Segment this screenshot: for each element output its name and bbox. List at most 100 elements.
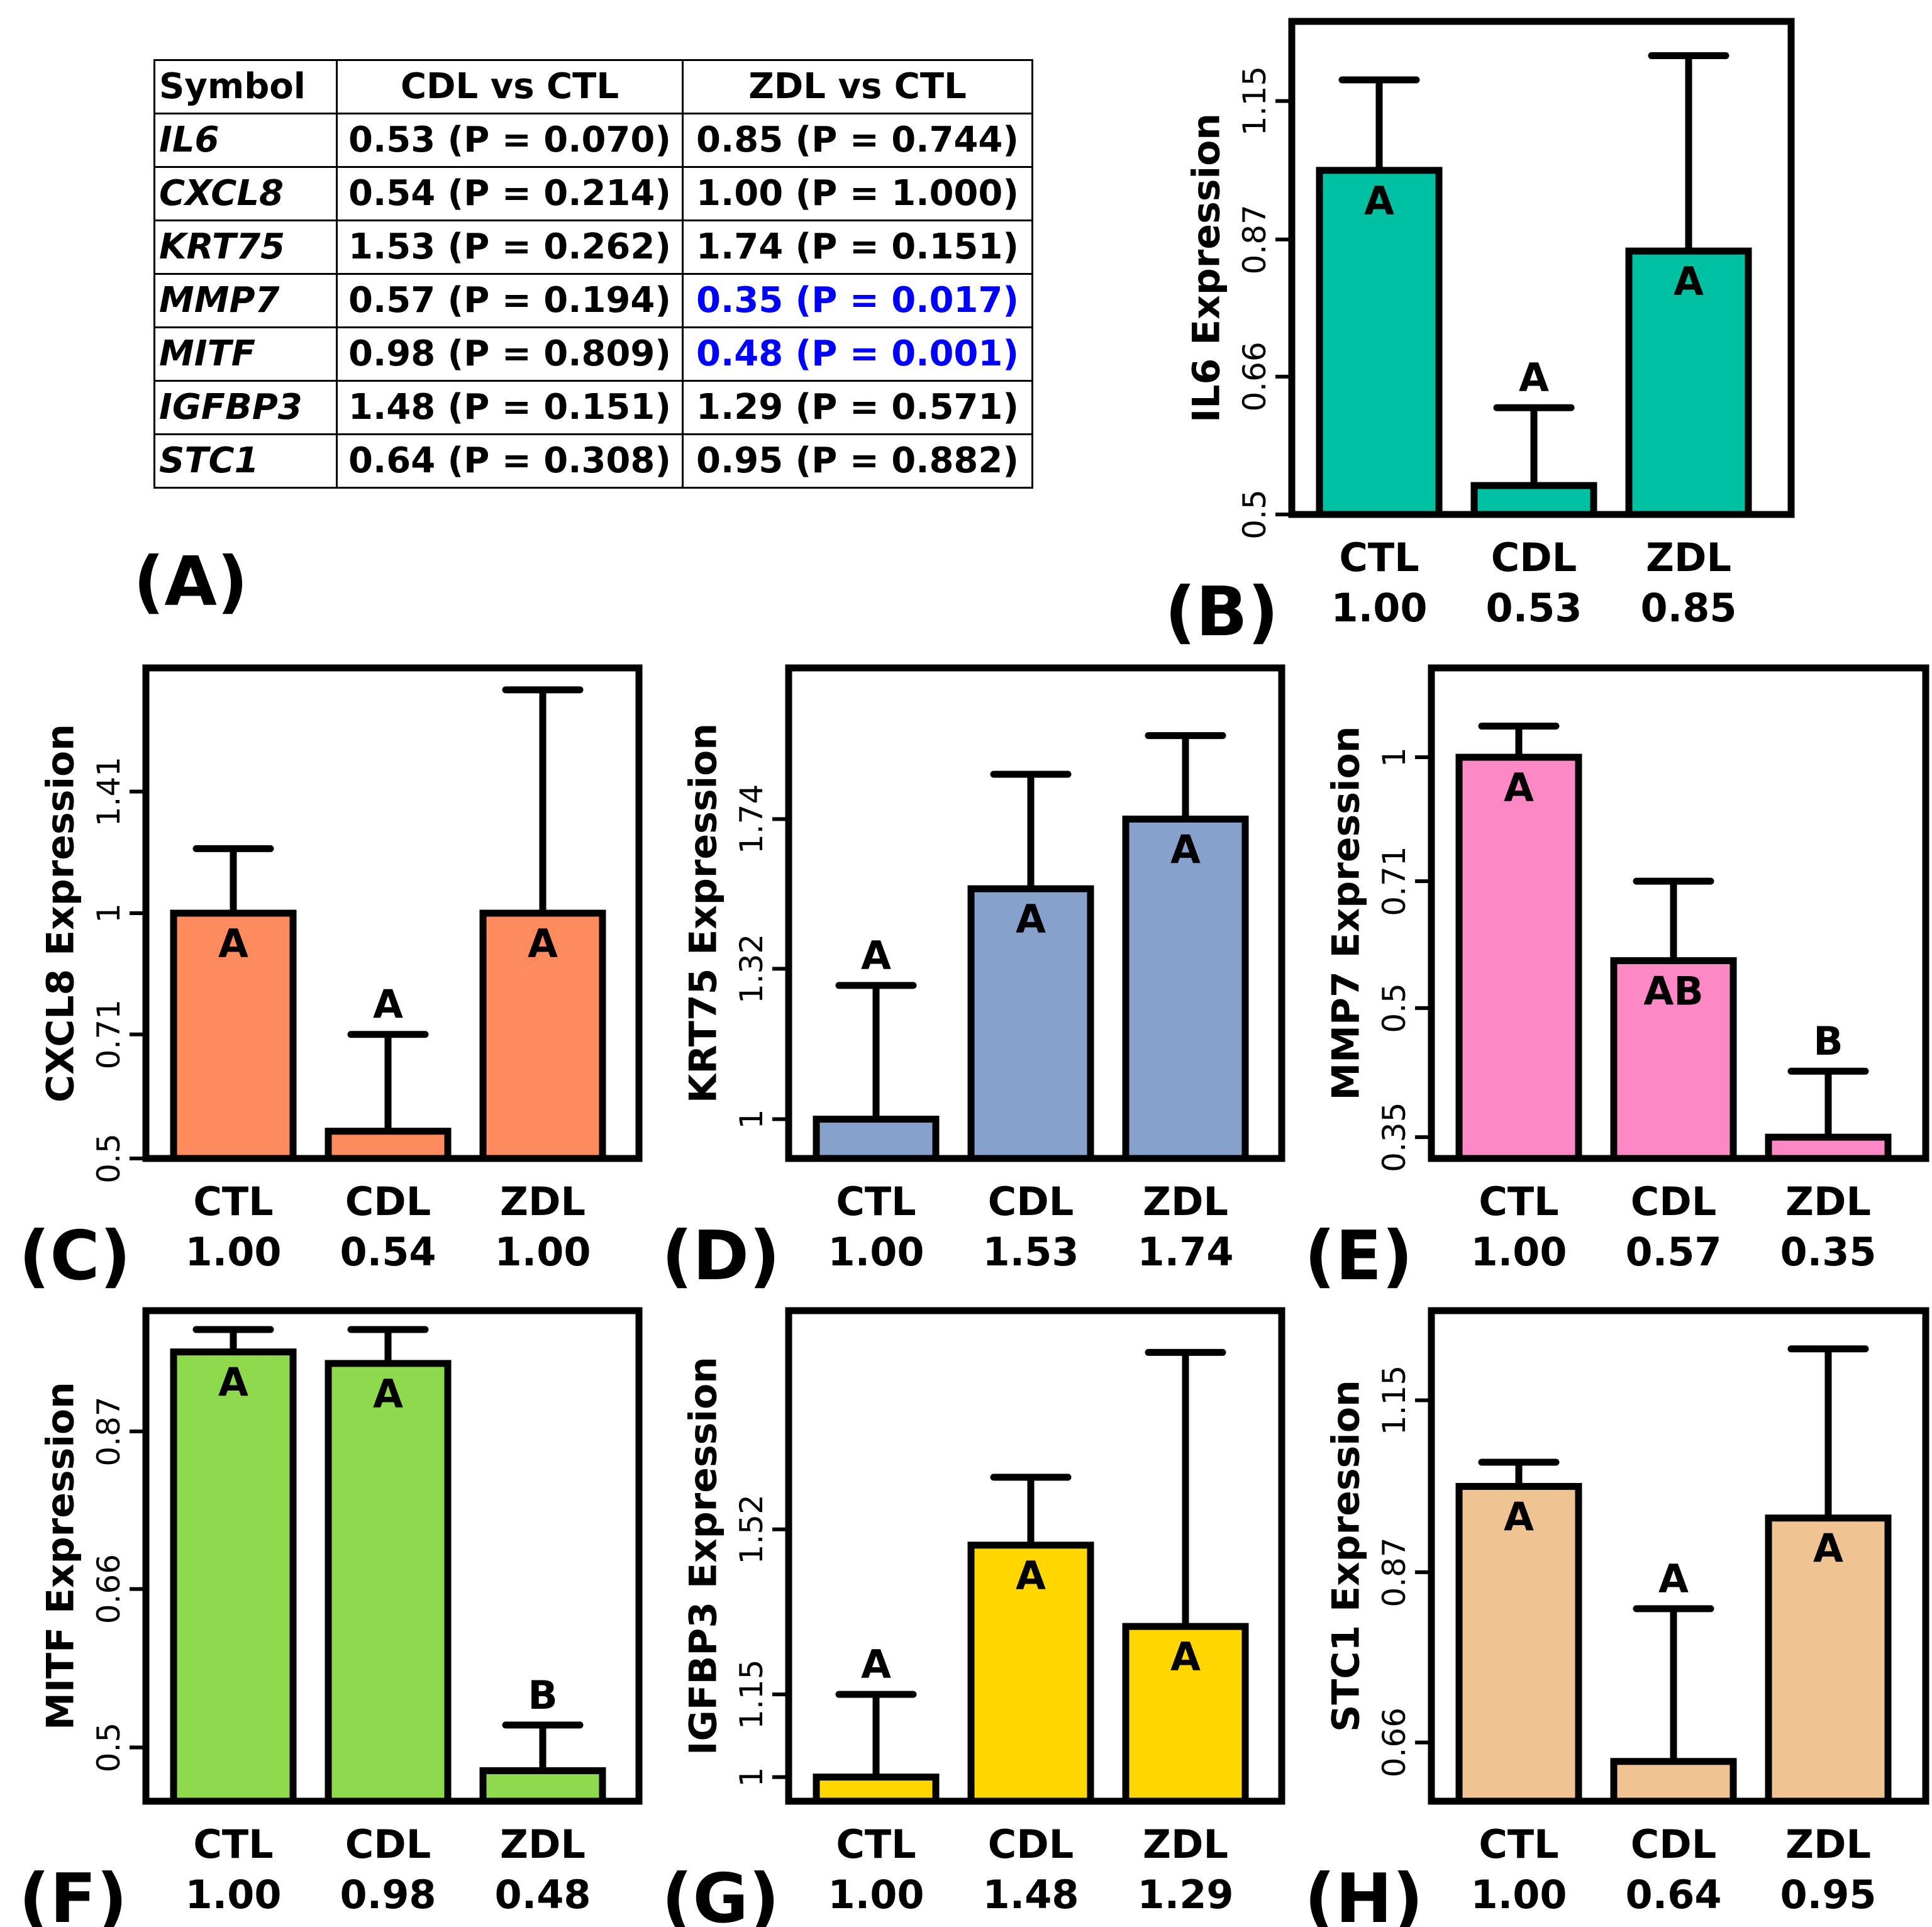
category-label: CDL: [1631, 1821, 1716, 1867]
value-label: 1.53: [983, 1229, 1079, 1275]
significance-letter: AB: [1643, 969, 1703, 1014]
cdl-vs-ctl-cell: 1.53 (P = 0.262): [336, 219, 684, 275]
category-label: ZDL: [1143, 1179, 1228, 1225]
significance-letter: A: [1170, 826, 1201, 872]
bar: [1455, 1482, 1582, 1805]
gene-symbol-cell: STC1: [153, 433, 338, 489]
y-axis-title: KRT75 Expression: [682, 723, 726, 1103]
value-label: 0.85: [1641, 585, 1737, 631]
value-label: 1.00: [828, 1229, 924, 1275]
y-axis-title: STC1 Expression: [1324, 1380, 1368, 1732]
y-tick-label: 0.5: [91, 1723, 127, 1773]
plot-frame: [1288, 18, 1795, 518]
value-label: 0.48: [495, 1872, 591, 1918]
zdl-vs-ctl-cell: 1.00 (P = 1.000): [682, 166, 1033, 221]
significance-letter: A: [1504, 1494, 1534, 1540]
category-label: CTL: [1339, 535, 1419, 580]
panel-label: (F): [19, 1860, 128, 1927]
cdl-vs-ctl-cell: 0.57 (P = 0.194): [336, 273, 684, 328]
y-tick-label: 0.71: [1376, 846, 1413, 916]
value-label: 1.48: [983, 1872, 1079, 1918]
significance-letter: A: [1364, 178, 1394, 224]
table-row: STC1 0.64 (P = 0.308) 0.95 (P = 0.882): [153, 433, 1033, 489]
value-label: 0.95: [1780, 1872, 1877, 1918]
significance-letter: A: [1016, 896, 1046, 942]
y-tick-label: 1.15: [1376, 1365, 1413, 1435]
category-label: CTL: [836, 1821, 916, 1867]
gene-symbol-cell: MMP7: [153, 273, 338, 328]
y-tick-label: 0.5: [1376, 983, 1413, 1033]
y-tick-label: 0.87: [1376, 1537, 1413, 1607]
value-label: 1.00: [495, 1229, 591, 1275]
panel-label: (B): [1165, 573, 1279, 652]
plot-frame: [785, 1307, 1285, 1805]
table-row: MMP7 0.57 (P = 0.194) 0.35 (P = 0.017): [153, 273, 1033, 328]
cdl-vs-ctl-cell: 1.48 (P = 0.151): [336, 380, 684, 435]
y-tick-label: 1: [91, 903, 127, 923]
y-tick-label: 0.66: [1376, 1708, 1413, 1777]
y-tick-label: 0.5: [91, 1133, 127, 1184]
y-axis-title: MITF Expression: [39, 1382, 83, 1730]
cdl-vs-ctl-cell: 0.98 (P = 0.809): [336, 326, 684, 382]
bar: [1610, 957, 1737, 1162]
plot-frame: [785, 664, 1285, 1162]
value-label: 0.64: [1626, 1872, 1722, 1918]
value-label: 1.00: [1471, 1872, 1567, 1918]
panel-label: (E): [1304, 1217, 1413, 1296]
y-tick-label: 1.74: [733, 784, 770, 854]
y-tick-label: 1: [733, 1109, 770, 1130]
gene-symbol-cell: IGFBP3: [153, 380, 338, 435]
category-label: CTL: [193, 1821, 273, 1867]
panel-label: (G): [662, 1860, 779, 1927]
fold-change-table: Symbol CDL vs CTL ZDL vs CTL IL6 0.53 (P = 0…: [153, 59, 1033, 489]
table-header-cell: ZDL vs CTL: [682, 59, 1033, 114]
y-tick-label: 1: [733, 1767, 770, 1787]
zdl-vs-ctl-cell: 1.29 (P = 0.571): [682, 380, 1033, 435]
category-label: CDL: [988, 1179, 1074, 1225]
y-tick-label: 1.15: [1236, 66, 1273, 136]
y-tick-label: 1.52: [733, 1494, 770, 1564]
bar: [325, 1360, 452, 1805]
y-axis-title: IGFBP3 Expression: [682, 1357, 726, 1755]
value-label: 1.29: [1138, 1872, 1234, 1918]
value-label: 1.00: [1331, 585, 1428, 631]
significance-letter: A: [373, 1371, 403, 1417]
table-row: IGFBP3 1.48 (P = 0.151) 1.29 (P = 0.571): [153, 380, 1033, 435]
panel-label: (H): [1304, 1860, 1423, 1927]
bar: [1470, 482, 1597, 518]
significance-letter: B: [1813, 1018, 1843, 1064]
significance-letter: A: [1016, 1553, 1046, 1599]
panel-label: (A): [133, 543, 248, 621]
table-row: CXCL8 0.54 (P = 0.214) 1.00 (P = 1.000): [153, 166, 1033, 221]
significance-letter: A: [1170, 1634, 1201, 1680]
significance-letter: A: [1519, 355, 1549, 401]
zdl-vs-ctl-cell: 0.35 (P = 0.017): [682, 273, 1033, 328]
zdl-vs-ctl-cell: 1.74 (P = 0.151): [682, 219, 1033, 275]
value-label: 0.54: [340, 1229, 436, 1275]
table-row: IL6 0.53 (P = 0.070) 0.85 (P = 0.744): [153, 113, 1033, 168]
plot-frame: [1428, 664, 1929, 1162]
bar: [170, 1348, 297, 1805]
value-label: 1.74: [1138, 1229, 1234, 1275]
bar: [967, 1541, 1094, 1805]
category-label: ZDL: [1785, 1821, 1871, 1867]
bar: [1625, 247, 1752, 518]
gene-symbol-cell: CXCL8: [153, 166, 338, 221]
value-label: 1.00: [186, 1229, 282, 1275]
significance-letter: A: [218, 1360, 248, 1406]
bar: [1122, 815, 1249, 1162]
significance-letter: A: [218, 921, 248, 967]
y-axis-title: IL6 Expression: [1185, 113, 1229, 423]
value-label: 0.57: [1626, 1229, 1722, 1275]
significance-letter: A: [528, 921, 558, 967]
value-label: 0.35: [1780, 1229, 1877, 1275]
value-label: 0.53: [1486, 585, 1582, 631]
cdl-vs-ctl-cell: 0.64 (P = 0.308): [336, 433, 684, 489]
category-label: CTL: [1479, 1821, 1558, 1867]
value-label: 1.00: [828, 1872, 924, 1918]
